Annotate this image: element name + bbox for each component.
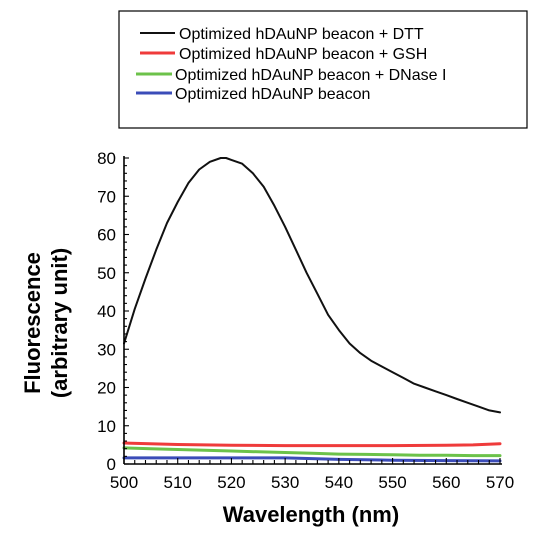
y-tick-label: 50 xyxy=(97,264,116,283)
legend-box xyxy=(118,10,528,129)
y-tick-label: 0 xyxy=(107,455,116,474)
x-tick-label: 540 xyxy=(325,473,353,492)
x-tick-label: 520 xyxy=(217,473,245,492)
y-tick-label: 10 xyxy=(97,417,116,436)
y-axis: 0 10 20 30 40 50 60 70 80 xyxy=(97,149,129,474)
series-line-3 xyxy=(122,446,502,458)
x-tick-label: 510 xyxy=(164,473,192,492)
y-tick-label: 60 xyxy=(97,226,116,245)
x-tick-label: 500 xyxy=(110,473,138,492)
x-tick-label: 550 xyxy=(378,473,406,492)
plot-area xyxy=(122,157,502,463)
legend: Optimized hDAuNP beacon + DTT Optimized h… xyxy=(118,10,528,129)
y-tick-label: 30 xyxy=(97,340,116,359)
y-tick-label: 70 xyxy=(97,187,116,206)
series-line-1 xyxy=(123,157,501,414)
x-tick-label: 530 xyxy=(271,473,299,492)
x-tick-label: 570 xyxy=(486,473,514,492)
x-axis: 500 510 520 530 540 550 560 570 xyxy=(110,458,514,492)
y-tick-label: 20 xyxy=(97,379,116,398)
series-line-4 xyxy=(122,456,502,463)
x-tick-label: 560 xyxy=(432,473,460,492)
legend-label-4: Optimized hDAuNP beacon xyxy=(175,86,370,103)
y-tick-label: 40 xyxy=(97,302,116,321)
legend-label-3: Optimized hDAuNP beacon + DNase I xyxy=(175,67,446,84)
legend-label-2: Optimized hDAuNP beacon + GSH xyxy=(179,46,427,63)
series-line-2 xyxy=(122,441,502,448)
y-axis-title-line-2: (arbitrary unit) xyxy=(47,248,72,398)
y-tick-label: 80 xyxy=(97,149,116,168)
x-axis-title: Wavelength (nm) xyxy=(223,502,399,527)
legend-label-1: Optimized hDAuNP beacon + DTT xyxy=(179,26,424,43)
y-axis-title-line-1: Fluorescence xyxy=(20,252,45,394)
